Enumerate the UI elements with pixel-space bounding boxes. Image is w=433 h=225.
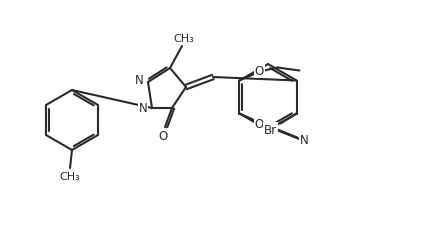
Text: N: N bbox=[139, 102, 147, 115]
Text: N: N bbox=[135, 74, 143, 87]
Text: N: N bbox=[300, 133, 309, 146]
Text: O: O bbox=[158, 129, 168, 142]
Text: O: O bbox=[255, 117, 264, 130]
Text: O: O bbox=[255, 65, 264, 78]
Text: CH₃: CH₃ bbox=[60, 171, 81, 181]
Text: CH₃: CH₃ bbox=[174, 34, 194, 44]
Text: Br: Br bbox=[264, 124, 277, 136]
